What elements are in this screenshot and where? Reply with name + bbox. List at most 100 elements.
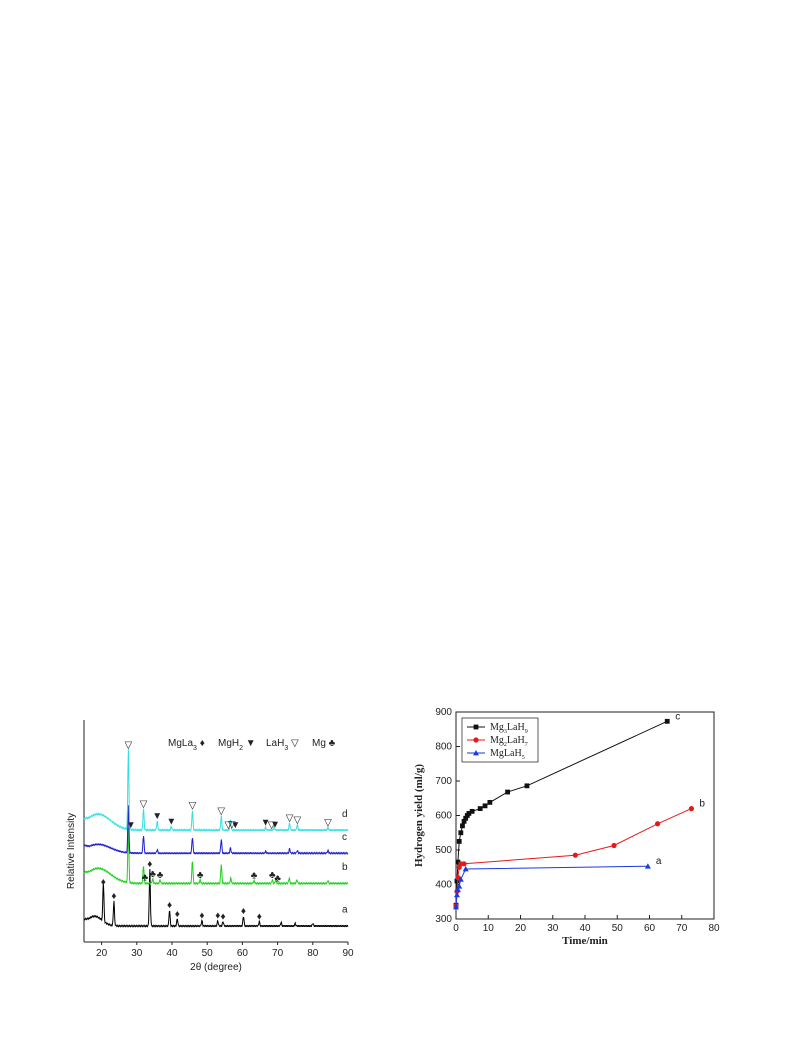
data-point-a <box>454 886 461 893</box>
x-tick-label: 0 <box>453 923 459 934</box>
x-tick-label: 10 <box>483 923 495 934</box>
xrd-curve-c <box>83 805 349 855</box>
phase-marker: ▼ <box>261 817 271 828</box>
x-tick-label: 60 <box>644 923 656 934</box>
xrd-curve-a <box>83 868 349 928</box>
xrd-curve-b <box>83 828 349 886</box>
series-end-label-a: a <box>656 856 662 867</box>
phase-marker: ▽ <box>286 813 294 824</box>
y-axis-label: Relative Intensity <box>66 813 77 889</box>
data-point-c <box>524 783 530 789</box>
x-tick-label: 80 <box>307 948 319 959</box>
legend-entry: MgH2 ▼ <box>218 738 256 752</box>
data-point-b <box>688 806 695 812</box>
data-point-c <box>461 818 467 824</box>
xrd-chart: 20 30 40 50 60 70 80 90 2θ (degree) Relative Inte… <box>60 712 360 972</box>
curve-label-c: c <box>342 832 347 843</box>
data-point-c <box>454 878 460 884</box>
phase-marker: ♣ <box>274 873 281 884</box>
data-point-c <box>477 806 483 811</box>
phase-marker: ♣ <box>142 873 149 884</box>
data-point-c <box>505 789 510 795</box>
x-tick-label: 40 <box>579 923 591 934</box>
legend-entry: LaH3 ▽ <box>266 738 299 752</box>
y-axis-label: Hydrogen yield (ml/g) <box>413 764 425 867</box>
y-tick-label: 800 <box>435 742 452 753</box>
hydrogen-plot-svg: 0 10 20 30 40 50 60 70 80 300 400 500 600 700 800 900 Ti… <box>413 707 720 947</box>
data-point-a <box>644 863 651 869</box>
x-tick-label: 30 <box>131 948 143 959</box>
phase-marker: ▽ <box>293 815 301 826</box>
xrd-plot-svg: 20 30 40 50 60 70 80 90 2θ (degree) Relative Inte… <box>66 720 354 972</box>
x-axis-label: Time/min <box>562 935 608 947</box>
data-point-b <box>461 861 467 867</box>
data-point-c <box>469 808 475 814</box>
x-tick-label: 90 <box>342 948 354 959</box>
phase-marker: ▽ <box>217 806 225 817</box>
phase-marker: ♦ <box>167 900 172 911</box>
series-end-label-c: c <box>675 711 680 722</box>
phase-marker: ▽ <box>189 801 197 812</box>
phase-marker: ♦ <box>199 911 204 922</box>
data-point-b <box>455 875 461 881</box>
phase-marker: ▼ <box>230 820 240 831</box>
y-tick-label: 900 <box>435 707 452 718</box>
data-point-a <box>453 903 459 910</box>
phase-marker: ♣ <box>197 870 204 881</box>
phase-marker: ▼ <box>166 817 176 828</box>
legend-entry: MgLa3 ♦ <box>168 738 205 752</box>
legend-entry-b: Mg2LaH7 <box>490 735 528 748</box>
data-point-a <box>456 883 463 889</box>
phase-marker: ♦ <box>111 891 116 902</box>
series-end-label-b: b <box>699 799 705 810</box>
x-tick-label: 70 <box>272 948 284 959</box>
data-point-c <box>466 811 472 816</box>
phase-marker: ♦ <box>101 877 106 888</box>
phase-marker: ♣ <box>157 870 164 881</box>
phase-marker: ▽ <box>268 820 276 831</box>
phase-marker: ♦ <box>241 906 246 917</box>
phase-marker: ▽ <box>140 799 148 810</box>
legend-entry-a: MgLaH5 <box>490 748 525 761</box>
x-tick-label: 50 <box>612 923 624 934</box>
phase-marker: ♦ <box>175 909 180 920</box>
hydrogen-yield-chart: 0 10 20 30 40 50 60 70 80 300 400 500 600 700 800 900 Ti… <box>408 702 723 947</box>
y-tick-label: 700 <box>435 776 452 787</box>
phase-marker: ▼ <box>126 820 136 831</box>
phase-marker: ▼ <box>270 820 280 831</box>
phase-marker: ♦ <box>147 859 152 870</box>
y-tick-label: 400 <box>435 880 452 891</box>
data-point-b <box>654 821 661 827</box>
x-axis-label: 2θ (degree) <box>190 962 242 972</box>
x-tick-label: 20 <box>515 923 527 934</box>
phase-marker: ▼ <box>152 811 162 822</box>
data-point-a <box>453 891 460 898</box>
x-tick-label: 30 <box>547 923 559 934</box>
x-tick-label: 60 <box>237 948 249 959</box>
data-point-c <box>456 838 462 844</box>
xrd-curve-d <box>83 749 349 832</box>
y-tick-label: 600 <box>435 811 452 822</box>
legend-entry-c: Mg3LaH9 <box>490 722 528 735</box>
phase-marker: ♦ <box>257 912 262 923</box>
x-tick-label: 80 <box>708 923 720 934</box>
x-tick-label: 20 <box>96 948 108 959</box>
y-tick-label: 300 <box>435 914 452 925</box>
y-tick-label: 500 <box>435 845 452 856</box>
phase-marker: ♦ <box>215 911 220 922</box>
phase-marker: ♣ <box>269 870 276 881</box>
x-tick-label: 40 <box>166 948 178 959</box>
curve-label-a: a <box>342 905 348 916</box>
phase-marker: ♣ <box>251 871 258 882</box>
phase-marker: ♣ <box>149 869 156 880</box>
data-point-c <box>664 718 670 724</box>
data-point-a <box>457 876 464 882</box>
data-point-c <box>482 803 488 809</box>
curve-label-d: d <box>342 809 348 820</box>
legend-entry: Mg ♣ <box>312 738 336 749</box>
curve-label-b: b <box>342 862 348 873</box>
phase-marker: ▽ <box>228 820 236 831</box>
legend-marker <box>473 737 479 743</box>
data-point-b <box>572 852 578 858</box>
data-point-b <box>611 842 617 849</box>
